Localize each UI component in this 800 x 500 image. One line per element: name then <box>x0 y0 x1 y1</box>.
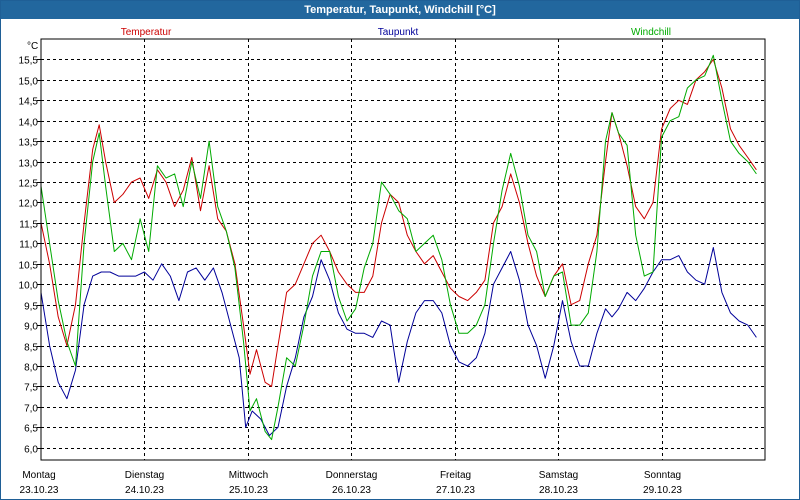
x-tick-label-day: Sonntag <box>644 470 681 481</box>
y-tick-label: 7,5 <box>24 383 38 394</box>
y-tick-label: 9,0 <box>24 322 38 333</box>
x-tick-label-day: Montag <box>22 470 55 481</box>
x-tick-label-day: Dienstag <box>125 470 164 481</box>
y-tick-label: 6,0 <box>24 445 38 456</box>
y-tick-label: 15,5 <box>19 56 39 67</box>
y-tick-label: 12,5 <box>19 179 39 190</box>
axes: 6,0 6,5 7,0 7,5 8,0 8,5 9,0 9,5 10,0 10,5 11,0 11,5… <box>19 41 683 496</box>
x-tick-label-day: Donnerstag <box>326 470 378 481</box>
series-line-taupunkt <box>40 247 757 436</box>
y-axis-label: °C <box>27 41 38 52</box>
y-tick-label: 8,0 <box>24 363 38 374</box>
y-tick-label: 13,5 <box>19 138 39 149</box>
y-tick-label: 13,0 <box>19 159 39 170</box>
x-tick-label-date: 26.10.23 <box>332 485 371 496</box>
legend: Temperatur Taupunkt Windchill <box>121 27 671 38</box>
series-line-windchill <box>40 54 757 441</box>
x-tick-label-day: Mittwoch <box>229 470 268 481</box>
y-tick-label: 11,0 <box>19 240 38 251</box>
x-tick-label-date: 28.10.23 <box>539 485 578 496</box>
x-tick-label-date: 29.10.23 <box>643 485 682 496</box>
plot-border <box>40 38 766 461</box>
x-tick-label-date: 24.10.23 <box>125 485 164 496</box>
y-tick-label: 15,0 <box>19 77 39 88</box>
grid <box>41 39 765 460</box>
x-tick-label-date: 25.10.23 <box>229 485 268 496</box>
y-tick-label: 12,0 <box>19 199 39 210</box>
x-tick-label-date: 23.10.23 <box>20 485 59 496</box>
y-tick-label: 6,5 <box>24 424 38 435</box>
chart-title: Temperatur, Taupunkt, Windchill [°C] <box>1 1 799 19</box>
legend-item-taupunkt: Taupunkt <box>378 27 419 38</box>
y-tick-label: 11,5 <box>19 220 38 231</box>
y-tick-label: 9,5 <box>24 302 38 313</box>
series-line-temperatur <box>40 58 757 387</box>
y-tick-label: 14,5 <box>19 97 39 108</box>
legend-item-windchill: Windchill <box>631 27 671 38</box>
y-tick-label: 8,5 <box>24 343 38 354</box>
y-tick-label: 10,0 <box>19 281 39 292</box>
x-tick-label-day: Samstag <box>539 470 578 481</box>
x-tick-label-date: 27.10.23 <box>436 485 475 496</box>
y-tick-label: 14,0 <box>19 118 39 129</box>
series-lines <box>40 54 757 441</box>
legend-item-temperatur: Temperatur <box>121 27 172 38</box>
x-tick-label-day: Freitag <box>440 470 471 481</box>
y-tick-label: 10,5 <box>19 261 39 272</box>
y-tick-label: 7,0 <box>24 404 38 415</box>
